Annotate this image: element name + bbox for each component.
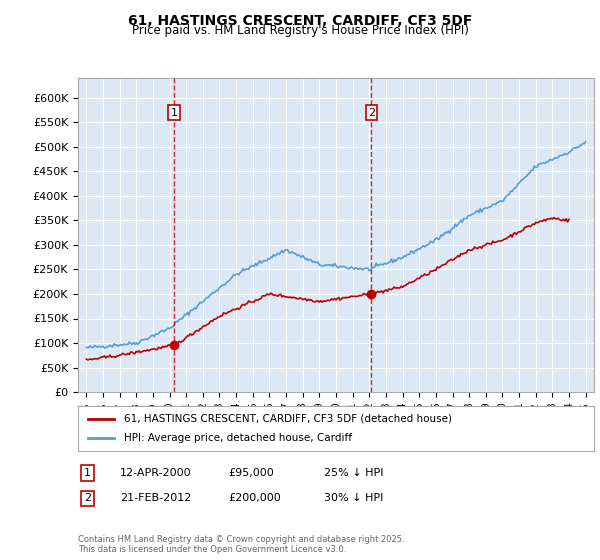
Text: 21-FEB-2012: 21-FEB-2012 [120,493,191,503]
Text: £95,000: £95,000 [228,468,274,478]
Text: Contains HM Land Registry data © Crown copyright and database right 2025.
This d: Contains HM Land Registry data © Crown c… [78,535,404,554]
Text: 30% ↓ HPI: 30% ↓ HPI [324,493,383,503]
Text: 12-APR-2000: 12-APR-2000 [120,468,191,478]
Text: 61, HASTINGS CRESCENT, CARDIFF, CF3 5DF: 61, HASTINGS CRESCENT, CARDIFF, CF3 5DF [128,14,472,28]
Text: HPI: Average price, detached house, Cardiff: HPI: Average price, detached house, Card… [124,433,352,444]
Text: 1: 1 [84,468,91,478]
Text: 2: 2 [368,108,375,118]
Text: 25% ↓ HPI: 25% ↓ HPI [324,468,383,478]
Text: Price paid vs. HM Land Registry's House Price Index (HPI): Price paid vs. HM Land Registry's House … [131,24,469,37]
Text: £200,000: £200,000 [228,493,281,503]
Text: 2: 2 [84,493,91,503]
Text: 61, HASTINGS CRESCENT, CARDIFF, CF3 5DF (detached house): 61, HASTINGS CRESCENT, CARDIFF, CF3 5DF … [124,413,452,423]
Text: 1: 1 [171,108,178,118]
